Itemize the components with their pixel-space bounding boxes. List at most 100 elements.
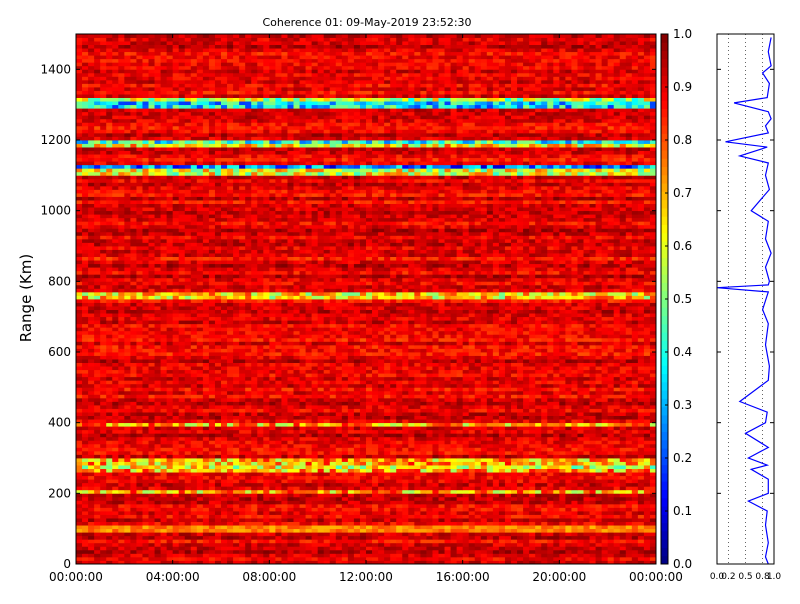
heatmap-cell <box>456 482 464 487</box>
heatmap-cell <box>577 521 584 526</box>
heatmap-cell <box>251 553 258 558</box>
heatmap-cell <box>378 479 385 484</box>
heatmap-cell <box>396 532 403 537</box>
heatmap-cell <box>136 521 143 526</box>
heatmap-cell <box>130 511 137 515</box>
heatmap-cell <box>275 500 282 505</box>
heatmap-cell <box>275 507 282 512</box>
heatmap-cell <box>311 489 319 494</box>
heatmap-cell <box>637 518 645 522</box>
heatmap-cell <box>643 500 651 505</box>
heatmap-cell <box>166 447 174 452</box>
heatmap-cell <box>529 447 536 452</box>
heatmap-cell <box>214 380 222 385</box>
heatmap-cell <box>136 489 143 494</box>
heatmap-cell <box>160 405 168 409</box>
heatmap-cell <box>353 387 361 392</box>
heatmap-cell <box>94 556 101 561</box>
heatmap-cell <box>190 560 198 565</box>
heatmap-cell <box>426 539 433 544</box>
heatmap-cell <box>100 542 107 547</box>
heatmap-cell <box>649 461 657 466</box>
heatmap-cell <box>480 433 488 438</box>
heatmap-cell <box>202 496 210 501</box>
heatmap-cell <box>601 518 609 522</box>
heatmap-cell <box>353 489 361 494</box>
heatmap-cell <box>233 539 240 544</box>
heatmap-cell <box>456 443 464 448</box>
heatmap-cell <box>221 405 228 409</box>
heatmap-cell <box>625 525 633 530</box>
heatmap-cell <box>625 443 633 448</box>
heatmap-cell <box>486 440 494 445</box>
heatmap-cell <box>293 511 300 515</box>
heatmap-cell <box>88 440 95 445</box>
heatmap-cell <box>498 387 506 392</box>
heatmap-cell <box>498 461 506 466</box>
heatmap-cell <box>148 525 155 530</box>
heatmap-cell <box>311 383 319 388</box>
heatmap-cell <box>142 475 149 480</box>
heatmap-cell <box>172 394 180 399</box>
heatmap-cell <box>547 461 554 466</box>
heatmap-cell <box>480 486 488 491</box>
heatmap-cell <box>486 390 494 395</box>
heatmap-cell <box>589 458 596 462</box>
heatmap-cell <box>402 546 409 551</box>
heatmap-cell <box>227 496 234 501</box>
heatmap-cell <box>341 426 349 431</box>
heatmap-cell <box>154 493 161 498</box>
heatmap-cell <box>607 525 615 530</box>
heatmap-cell <box>456 486 464 491</box>
heatmap-cell <box>390 401 397 406</box>
heatmap-cell <box>462 475 470 480</box>
heatmap-cell <box>100 412 107 416</box>
heatmap-cell <box>287 518 294 522</box>
heatmap-cell <box>275 475 282 480</box>
heatmap-cell <box>347 553 355 558</box>
heatmap-cell <box>613 383 621 388</box>
heatmap-cell <box>148 486 155 491</box>
heatmap-cell <box>378 390 385 395</box>
heatmap-cell <box>504 447 512 452</box>
heatmap-cell <box>529 539 536 544</box>
heatmap-cell <box>649 387 657 392</box>
heatmap-cell <box>607 458 615 462</box>
heatmap-cell <box>468 503 476 508</box>
heatmap-cell <box>293 503 300 508</box>
heatmap-cell <box>414 532 421 537</box>
heatmap-cell <box>154 507 161 512</box>
heatmap-cell <box>160 511 168 515</box>
heatmap-cell <box>649 535 657 540</box>
heatmap-cell <box>106 521 113 526</box>
heatmap-cell <box>595 447 603 452</box>
heatmap-cell <box>335 380 343 385</box>
heatmap-cell <box>142 422 149 427</box>
heatmap-cell <box>649 433 657 438</box>
heatmap-cell <box>275 546 282 551</box>
heatmap-cell <box>124 436 131 441</box>
heatmap-cell <box>607 383 615 388</box>
heatmap-cell <box>263 514 270 519</box>
heatmap-cell <box>257 436 264 441</box>
heatmap-cell <box>100 405 107 409</box>
heatmap-cell <box>468 419 476 424</box>
heatmap-cell <box>372 532 379 537</box>
heatmap-cell <box>426 532 433 537</box>
heatmap-cell <box>335 535 343 540</box>
heatmap-cell <box>112 539 119 544</box>
heatmap-cell <box>565 549 572 554</box>
heatmap-cell <box>82 525 89 530</box>
heatmap-cell <box>347 560 355 565</box>
heatmap-cell <box>583 412 590 416</box>
heatmap-cell <box>263 528 270 533</box>
heatmap-cell <box>456 447 464 452</box>
heatmap-cell <box>450 472 458 477</box>
heatmap-cell <box>172 560 180 565</box>
heatmap-cell <box>408 440 415 445</box>
heatmap-cell <box>426 408 433 413</box>
heatmap-cell <box>438 556 445 561</box>
heatmap-cell <box>444 419 451 424</box>
heatmap-cell <box>118 447 125 452</box>
heatmap-cell <box>462 394 470 399</box>
